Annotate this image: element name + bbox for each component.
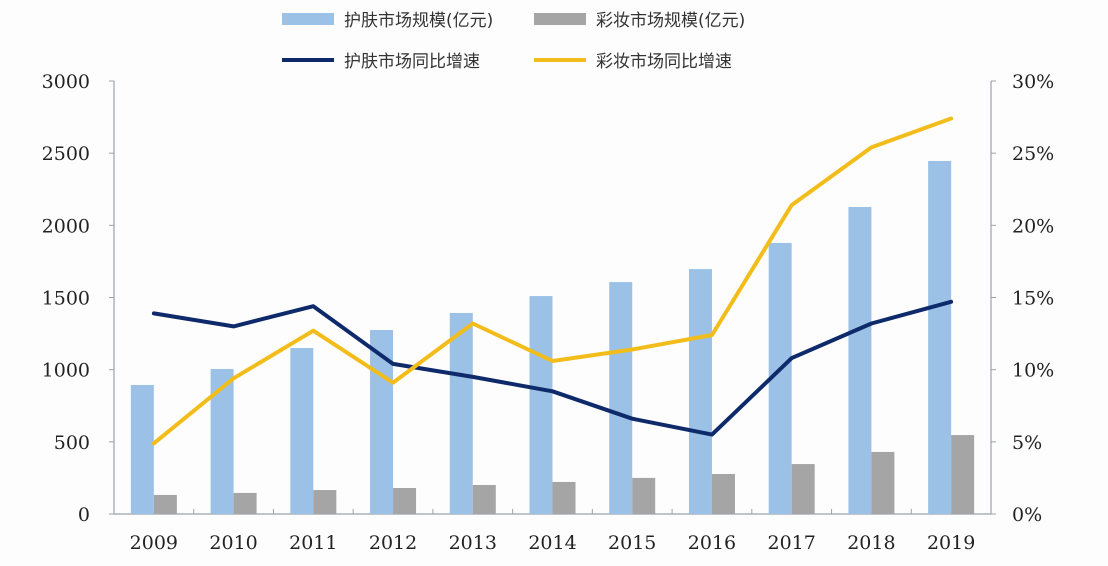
left-axis-tick-label: 2500 <box>42 143 90 165</box>
legend-item-skin-bar: 护肤市场规模(亿元) <box>282 6 493 31</box>
line-makeup-growth <box>151 116 954 446</box>
right-axis-tick-label: 5% <box>1012 432 1042 454</box>
x-axis-tick-label: 2017 <box>768 532 816 554</box>
bar-makeup <box>153 494 177 514</box>
x-axis-tick-label: 2016 <box>688 532 736 554</box>
bar-makeup <box>871 451 895 514</box>
x-axis-tick-label: 2013 <box>449 532 497 554</box>
x-axis-tick-label: 2018 <box>847 532 895 554</box>
right-axis-tick-label: 20% <box>1012 215 1054 237</box>
legend-swatch-skin-bar <box>282 12 334 25</box>
left-axis-tick-label: 2000 <box>42 215 90 237</box>
bar-skincare <box>848 207 872 515</box>
x-axis-tick-label: 2010 <box>209 532 257 554</box>
bar-makeup <box>472 484 496 514</box>
line-skincare-growth <box>151 299 954 437</box>
left-axis-tick-label: 1000 <box>42 360 90 382</box>
legend-swatch-skin-line <box>282 57 334 62</box>
bar-makeup <box>233 492 257 514</box>
bar-skincare <box>210 368 234 514</box>
left-axis-tick-label: 500 <box>54 432 90 454</box>
legend-swatch-makeup-line <box>534 57 586 62</box>
bar-skincare <box>928 160 952 514</box>
bar-skincare <box>290 348 314 514</box>
bar-skincare <box>768 242 792 514</box>
right-axis-tick-label: 30% <box>1012 71 1054 93</box>
bar-skincare <box>449 312 473 514</box>
right-axis-tick-label: 25% <box>1012 143 1054 165</box>
bar-skincare <box>688 269 712 514</box>
legend-label: 护肤市场规模(亿元) <box>344 11 494 31</box>
bar-makeup <box>632 477 656 514</box>
left-axis-tick-label: 1500 <box>42 288 90 310</box>
bar-skincare <box>609 282 633 514</box>
bar-skincare <box>130 384 154 514</box>
bar-makeup <box>951 435 975 514</box>
legend-item-makeup-bar: 彩妆市场规模(亿元) <box>534 6 745 31</box>
legend-label: 彩妆市场规模(亿元) <box>596 11 746 31</box>
x-axis-tick-label: 2019 <box>927 532 975 554</box>
legend-item-makeup-line: 彩妆市场同比增速 <box>534 47 732 72</box>
legend-label: 彩妆市场同比增速 <box>596 52 732 72</box>
left-axis-tick-label: 0 <box>78 504 90 526</box>
bar-makeup <box>393 488 417 514</box>
x-axis-tick-label: 2011 <box>289 532 337 554</box>
bar-skincare <box>370 329 394 514</box>
bar-makeup <box>711 474 735 514</box>
right-axis-tick-label: 15% <box>1012 288 1054 310</box>
x-axis-tick-label: 2015 <box>608 532 656 554</box>
legend-item-skin-line: 护肤市场同比增速 <box>282 47 480 72</box>
legend-swatch-makeup-bar <box>534 12 586 25</box>
bar-skincare <box>529 296 553 514</box>
x-axis-tick-label: 2014 <box>528 532 576 554</box>
right-axis-tick-label: 10% <box>1012 360 1054 382</box>
legend-label: 护肤市场同比增速 <box>344 52 480 72</box>
bar-makeup <box>552 481 576 514</box>
bar-makeup <box>313 490 337 514</box>
x-axis-tick-label: 2009 <box>130 532 178 554</box>
right-axis-tick-label: 0% <box>1012 504 1042 526</box>
x-axis-tick-label: 2012 <box>369 532 417 554</box>
left-axis-tick-label: 3000 <box>42 71 90 93</box>
bar-makeup <box>791 464 815 514</box>
